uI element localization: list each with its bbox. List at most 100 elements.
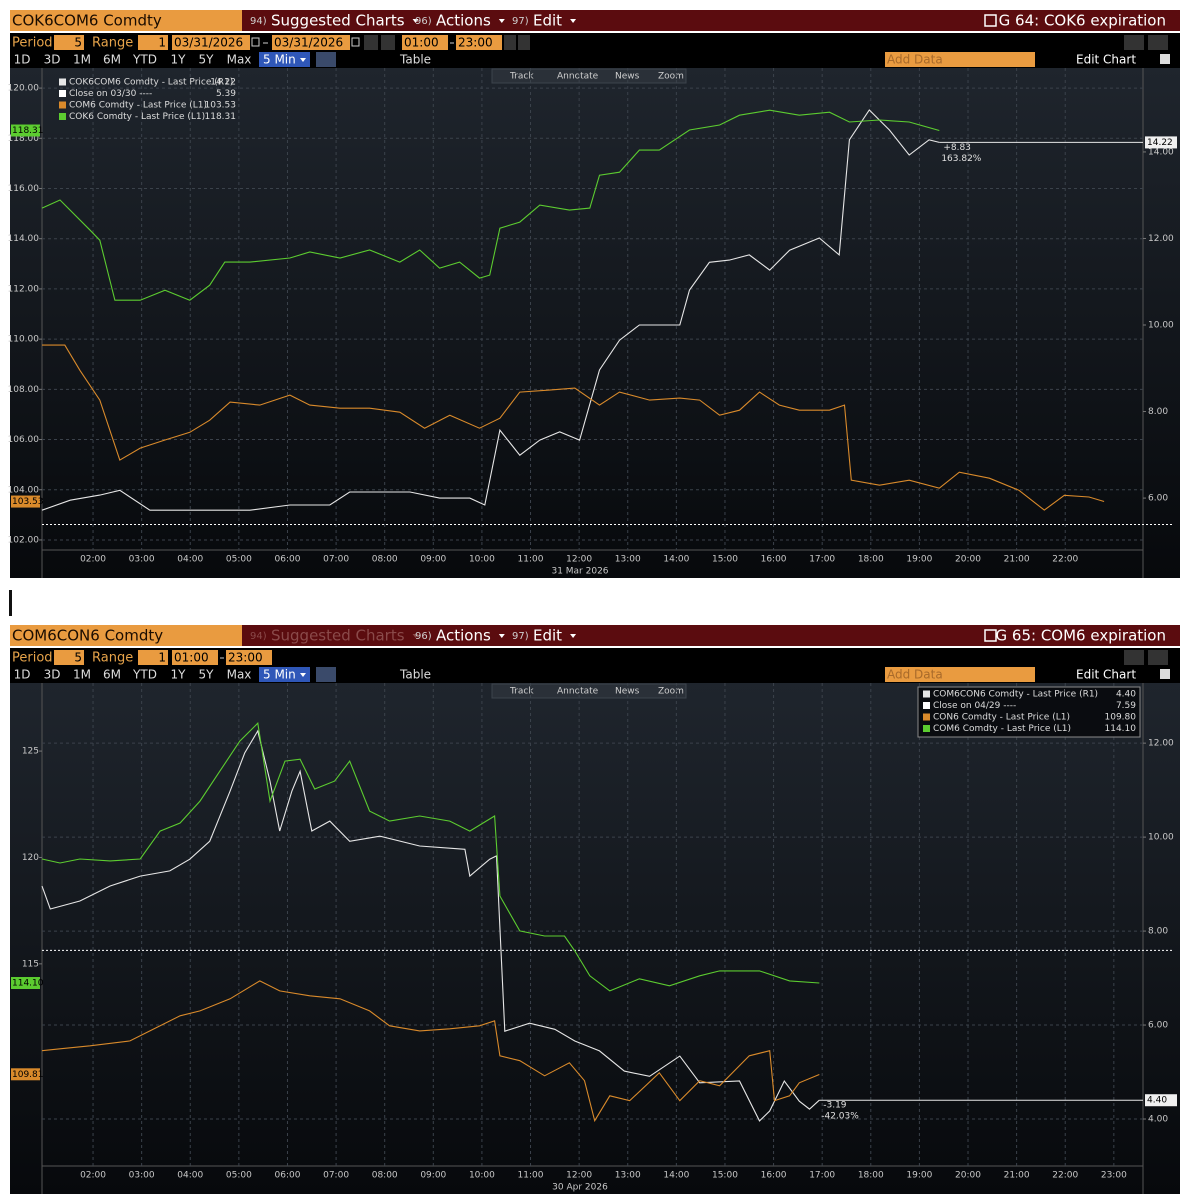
menu-number[interactable]: 96) [415, 631, 432, 642]
menu-number[interactable]: 97) [512, 631, 529, 642]
menu-number[interactable]: 96) [415, 16, 432, 27]
y2-tick-label: 6.00 [1148, 1021, 1168, 1031]
nav-button[interactable] [504, 35, 516, 50]
date-box[interactable] [172, 35, 250, 50]
range-button[interactable]: 3D [44, 53, 61, 67]
range-button[interactable]: Max [227, 53, 252, 67]
range-button[interactable]: 6M [103, 53, 121, 67]
menu-number[interactable]: 94) [250, 631, 267, 642]
ticker-box [10, 10, 242, 31]
ticker: COM6CON6 Comdty [12, 627, 163, 645]
settings-icon[interactable] [1160, 54, 1170, 64]
range-box[interactable] [138, 650, 168, 665]
table-button[interactable]: Table [399, 53, 431, 67]
x-tick-label: 06:00 [275, 1171, 301, 1181]
date-box[interactable] [272, 35, 350, 50]
chart-tool[interactable]: Zoom [658, 72, 684, 82]
range-button[interactable]: 5Y [199, 668, 215, 682]
settings-icon[interactable] [1160, 669, 1170, 679]
period-value: 5 [74, 651, 82, 665]
range-button[interactable]: 5Y [199, 53, 215, 67]
legend-value: 103.53 [205, 101, 237, 111]
chart-tool[interactable]: Track [509, 72, 534, 82]
x-tick-label: 09:00 [420, 555, 446, 565]
menu-item[interactable]: Suggested Charts [271, 627, 405, 645]
menu-item[interactable]: Actions [436, 627, 491, 645]
chart-type-icon[interactable] [316, 667, 336, 682]
x-tick-label: 17:00 [809, 1171, 835, 1181]
nav-button[interactable] [381, 35, 395, 50]
range-button[interactable]: 1Y [171, 668, 187, 682]
ticker: COK6COM6 Comdty [12, 12, 162, 30]
interval-box[interactable] [259, 52, 310, 67]
period-box[interactable] [54, 35, 84, 50]
legend-label: Close on 03/30 ---- [69, 89, 152, 99]
x-tick-label: 02:00 [80, 1171, 106, 1181]
chart-tool[interactable]: Track [509, 687, 534, 697]
time-value: 23:00 [228, 651, 263, 665]
legend-label: CON6 Comdty - Last Price (L1) [933, 713, 1070, 723]
add-data[interactable]: Add Data [887, 668, 943, 682]
range-button[interactable]: 1M [73, 668, 91, 682]
menu-item[interactable]: Edit [533, 12, 562, 30]
range-button[interactable]: Max [227, 668, 252, 682]
chart-type-icon[interactable] [316, 52, 336, 67]
menu-item[interactable]: Suggested Charts [271, 12, 405, 30]
redo-button[interactable] [1148, 650, 1168, 665]
add-data-box[interactable] [885, 667, 1035, 682]
edit-chart[interactable]: Edit Chart [1076, 668, 1136, 682]
range-label: Range [92, 651, 133, 666]
price-line [41, 722, 820, 992]
interval[interactable]: 5 Min [263, 668, 296, 682]
interval-box[interactable] [259, 667, 310, 682]
time-box[interactable] [172, 650, 218, 665]
range-box[interactable] [138, 35, 168, 50]
x-tick-label: 20:00 [955, 1171, 981, 1181]
add-data-box[interactable] [885, 52, 1035, 67]
dropdown-arrow [300, 673, 306, 677]
x-tick-label: 21:00 [1004, 1171, 1030, 1181]
range-button[interactable]: 6M [103, 668, 121, 682]
range-button[interactable]: 3D [44, 668, 61, 682]
chart-tool[interactable]: Annotate [557, 687, 599, 697]
range-button[interactable]: 1Y [171, 53, 187, 67]
range-button[interactable]: YTD [132, 668, 157, 682]
menu-item[interactable]: Edit [533, 627, 562, 645]
time-box[interactable] [456, 35, 502, 50]
x-tick-label: 11:00 [518, 555, 544, 565]
interval[interactable]: 5 Min [263, 53, 296, 67]
period-box[interactable] [54, 650, 84, 665]
x-tick-label: 10:00 [469, 1171, 495, 1181]
legend-marker [59, 78, 66, 86]
legend-value: 109.80 [1105, 713, 1137, 723]
y2-tick-label: 4.00 [1148, 1115, 1168, 1125]
legend-marker [923, 702, 930, 709]
redo-button[interactable] [1148, 35, 1168, 50]
range-button[interactable]: 1D [14, 668, 31, 682]
range-button[interactable]: 1D [14, 53, 31, 67]
table-button[interactable]: Table [399, 668, 431, 682]
undo-button[interactable] [1124, 650, 1144, 665]
x-tick-label: 05:00 [226, 555, 252, 565]
time-box[interactable] [226, 650, 272, 665]
price-line [42, 344, 1105, 511]
menu-item[interactable]: Actions [436, 12, 491, 30]
axis-tag-label: 14.22 [1147, 138, 1173, 148]
range-button[interactable]: YTD [132, 53, 157, 67]
menu-number[interactable]: 97) [512, 16, 529, 27]
undo-button[interactable] [1124, 35, 1144, 50]
x-tick-label: 19:00 [906, 1171, 932, 1181]
nav-button[interactable] [364, 35, 378, 50]
chart-tool[interactable]: Zoom [658, 687, 684, 697]
x-tick-label: 18:00 [858, 555, 884, 565]
range-button[interactable]: 1M [73, 53, 91, 67]
y2-tick-label: 10.00 [1148, 321, 1174, 331]
menu-number[interactable]: 94) [250, 16, 267, 27]
axis-tag [1145, 136, 1177, 149]
chart-tool[interactable]: Annotate [557, 72, 599, 82]
edit-chart[interactable]: Edit Chart [1076, 53, 1136, 67]
dropdown-arrow [412, 19, 419, 23]
nav-button[interactable] [518, 35, 530, 50]
time-box[interactable] [402, 35, 448, 50]
add-data[interactable]: Add Data [887, 53, 943, 67]
